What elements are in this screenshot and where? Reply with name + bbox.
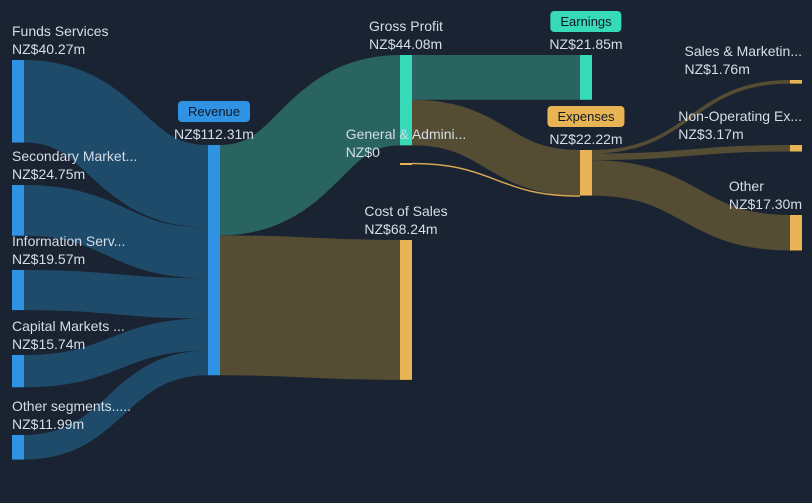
- node-ga[interactable]: [400, 163, 412, 165]
- sankey-svg: [0, 0, 812, 503]
- node-nonop[interactable]: [790, 145, 802, 151]
- node-sm[interactable]: [790, 80, 802, 84]
- node-secondary[interactable]: [12, 185, 24, 236]
- node-cos[interactable]: [400, 240, 412, 380]
- flow-info-revenue: [24, 290, 208, 298]
- pill-expenses: Expenses: [547, 106, 624, 127]
- node-earnings[interactable]: [580, 55, 592, 100]
- node-other[interactable]: [790, 215, 802, 250]
- flow-expenses-other: [592, 178, 790, 233]
- pill-earnings: Earnings: [550, 11, 621, 32]
- flow-revenue-cos: [220, 305, 400, 310]
- node-gross[interactable]: [400, 55, 412, 145]
- pill-revenue: Revenue: [178, 101, 250, 122]
- node-expenses[interactable]: [580, 150, 592, 196]
- node-capital[interactable]: [12, 355, 24, 387]
- node-revenue[interactable]: [208, 145, 220, 375]
- node-funds[interactable]: [12, 60, 24, 143]
- node-info[interactable]: [12, 270, 24, 310]
- node-other_seg[interactable]: [12, 435, 24, 460]
